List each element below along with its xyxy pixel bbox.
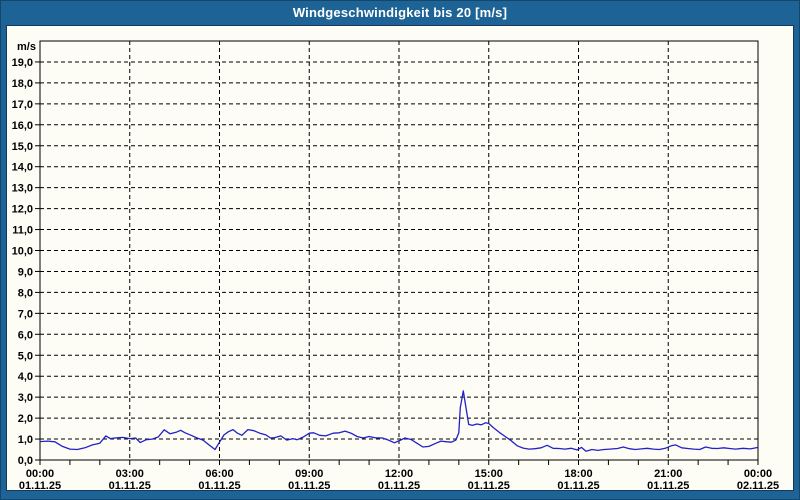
y-tick-label: 15,0 bbox=[12, 141, 33, 153]
wind-speed-chart: 19,0 18,0 17,0 16,0 15,0 14,0 13,0 12,0 11,0 10,0… bbox=[12, 40, 779, 492]
y-tick-label: 11,0 bbox=[12, 225, 33, 237]
y-axis-unit-label: m/s bbox=[17, 41, 36, 53]
x-tick-time-label: 00:00 bbox=[26, 468, 54, 480]
x-tick-time-label: 21:00 bbox=[654, 468, 682, 480]
x-tick-date-label: 01.11.25 bbox=[109, 480, 151, 492]
x-tick-time-label: 06:00 bbox=[205, 468, 233, 480]
y-tick-label: 9,0 bbox=[18, 266, 33, 278]
x-tick-date-label: 02.11.25 bbox=[737, 480, 779, 492]
x-tick-date-label: 01.11.25 bbox=[378, 480, 420, 492]
plot-border bbox=[39, 40, 759, 461]
x-tick-time-label: 03:00 bbox=[116, 468, 144, 480]
y-tick-label: 7,0 bbox=[18, 308, 33, 320]
x-tick-date-label: 01.11.25 bbox=[468, 480, 510, 492]
x-tick-date-label: 01.11.25 bbox=[19, 480, 61, 492]
y-tick-label: 5,0 bbox=[18, 350, 33, 362]
x-tick-time-label: 00:00 bbox=[744, 468, 772, 480]
x-tick-date-label: 01.11.25 bbox=[647, 480, 689, 492]
y-tick-label: 14,0 bbox=[12, 162, 33, 174]
wind-speed-line bbox=[39, 390, 759, 452]
x-tick-date-label: 01.11.25 bbox=[557, 480, 599, 492]
chart-panel: 19,0 18,0 17,0 16,0 15,0 14,0 13,0 12,0 11,0 10,0… bbox=[6, 25, 794, 492]
x-tick-time-label: 18:00 bbox=[564, 468, 592, 480]
y-tick-label: 12,0 bbox=[12, 204, 33, 216]
x-tick-time-label: 15:00 bbox=[475, 468, 503, 480]
y-tick-label: 3,0 bbox=[18, 392, 33, 404]
y-tick-label: 4,0 bbox=[18, 371, 33, 383]
y-tick-label: 1,0 bbox=[18, 434, 33, 446]
y-tick-label: 8,0 bbox=[18, 287, 33, 299]
y-tick-label: 17,0 bbox=[12, 99, 33, 111]
y-tick-label: 2,0 bbox=[18, 413, 33, 425]
title-bar: Windgeschwindigkeit bis 20 [m/s] bbox=[0, 0, 800, 25]
y-tick-label: 13,0 bbox=[12, 183, 33, 195]
y-tick-label: 19,0 bbox=[12, 57, 33, 69]
y-tick-label: 10,0 bbox=[12, 246, 33, 258]
y-tick-label: 16,0 bbox=[12, 120, 33, 132]
window-title: Windgeschwindigkeit bis 20 [m/s] bbox=[292, 5, 508, 20]
x-tick-time-label: 09:00 bbox=[295, 468, 323, 480]
y-tick-label: 18,0 bbox=[12, 78, 33, 90]
x-tick-date-label: 01.11.25 bbox=[288, 480, 330, 492]
x-tick-date-label: 01.11.25 bbox=[198, 480, 240, 492]
y-tick-label: 6,0 bbox=[18, 329, 33, 341]
y-tick-label: 0,0 bbox=[18, 455, 33, 467]
x-tick-time-label: 12:00 bbox=[385, 468, 413, 480]
